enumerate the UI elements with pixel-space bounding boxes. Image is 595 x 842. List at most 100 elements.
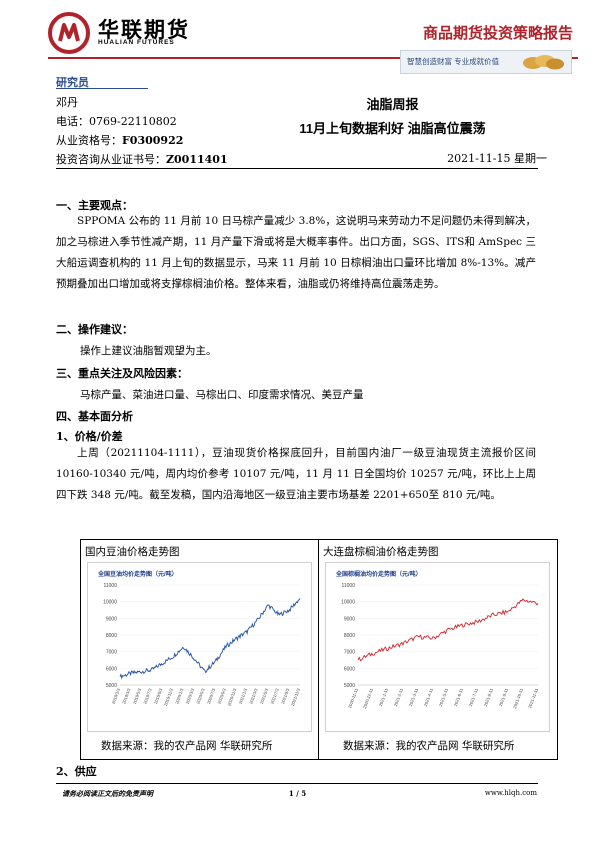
chart-table: 国内豆油价格走势图 大连盘棕榈油价格走势图 全国豆油均价走势图（元/吨） 500… [80,539,558,760]
y-tick-label: 10000 [103,600,117,606]
section-4-1-heading: 1、价格/价差 [56,430,123,443]
report-date: 2021-11-15 星期一 [447,152,547,165]
report-type-title: 商品期货投资策略报告 [422,25,573,42]
slogan-banner: 智慧创造财富 专业成就价值 [400,50,572,74]
x-tick-label: 2021-11-11 [527,687,539,709]
x-tick-label: 2021/11/3 [290,687,301,707]
y-tick-label: 7000 [344,650,355,656]
slogan-text: 智慧创造财富 专业成就价值 [407,57,500,66]
para-line: 和 AmSpec 三大船运调查机构的 11 月上旬的数据显示，马来 11 月前 … [56,236,536,269]
section-4-heading: 四、基本面分析 [56,410,133,423]
y-tick-label: 6000 [344,666,355,672]
series-line [357,598,539,662]
y-tick-label: 9000 [344,616,355,622]
para-line: 至 810 元/吨。 [428,489,501,501]
series-line [119,598,301,680]
x-tick-label: 2021/5/3 [259,687,270,705]
x-tick-label: 2021/1/3 [238,687,249,705]
para-line: 高位震荡走势。 [371,278,445,290]
y-tick-label: 8000 [106,633,117,639]
x-tick-label: 2019/7/3 [142,687,153,705]
x-tick-label: 2020/11/3 [226,687,237,707]
y-tick-label: 10000 [341,600,355,606]
section-4-2-heading: 2、供应 [56,765,97,778]
x-tick-label: 2021/9/3 [280,687,291,705]
left-chart-caption: 国内豆油价格走势图 [85,546,180,558]
x-tick-label: 2021-1-11 [378,687,389,707]
analyst-phone: 电话：0769-22110802 [56,115,177,128]
footer-divider [56,783,538,784]
x-tick-label: 2021-10-11 [512,687,524,709]
company-name-cn: 华联期货 [98,19,190,42]
qualification-label: 从业资格号： [56,134,122,147]
y-tick-label: 5000 [106,683,117,689]
y-tick-label: 11000 [103,583,117,589]
header-separator [56,168,538,169]
page-number: 1 / 5 [288,789,307,798]
coins-icon [523,55,564,70]
x-tick-label: 2020/9/3 [217,687,228,705]
analyst-consult: 投资咨询从业证书号：Z0011401 [56,151,228,167]
para-line: 价区间 10160-10340 元/吨，周内均价参考 10107 元/吨，11 … [56,447,536,480]
x-tick-label: 2021/3/3 [248,687,259,705]
y-tick-label: 5000 [344,683,355,689]
left-chart-source: 数据来源：我的农产品网 华联研究所 [101,740,273,752]
x-tick-label: 2021-3-11 [408,687,419,707]
right-chart-caption: 大连盘棕榈油价格走势图 [323,546,439,558]
para-line: 环比上上周四下跌 348 元/吨。截至发稿，国内沿海地区一级豆油主要市场基差 2… [56,468,536,501]
analyst-underline [56,88,148,89]
qualification-number: F0300922 [122,134,184,147]
section-2-heading: 二、操作建议： [56,323,133,336]
y-tick-label: 8000 [344,633,355,639]
table-divider [318,540,319,759]
x-tick-label: 2019/11/3 [163,687,174,707]
y-tick-label: 7000 [106,650,117,656]
x-tick-label: 2020-12-11 [362,687,374,709]
x-tick-label: 2021-6-11 [453,687,464,707]
x-tick-label: 2021/7/3 [269,687,280,705]
x-tick-label: 2020/7/3 [206,687,217,705]
x-tick-label: 2020/5/3 [195,687,206,705]
consult-label: 投资咨询从业证书号： [56,153,166,166]
x-tick-label: 2020/3/3 [185,687,196,705]
para-line: 比增加 8%-13%。减产预期叠加出口增加或将支撑棕榈油价格。整体来看，油脂或仍… [56,257,537,290]
company-logo [48,12,90,54]
soybean-oil-chart: 全国豆油均价走势图（元/吨） 5000 6000 7000 8000 9000 10000… [87,562,312,732]
section-1-heading: 一、主要观点： [56,199,133,212]
y-tick-label: 6000 [106,666,117,672]
para-line: 解决，加之马棕进入季节性减产期，11 月产量下滑或将是大概率事件。出口方面，SG… [56,215,537,248]
x-tick-label: 2019/3/3 [121,687,132,705]
para-line: SPPOMA 公布的 11 月前 10 日马棕产量减少 3.8%，这说明马来劳动… [77,215,505,227]
x-tick-label: 2021-5-11 [438,687,449,707]
footer-disclaimer: 请务必阅读正文后的免责声明 [62,789,153,798]
chart-title: 全国豆油均价走势图（元/吨） [98,572,178,578]
section-1-paragraph: SPPOMA 公布的 11 月前 10 日马棕产量减少 3.8%，这说明马来劳动… [56,211,536,295]
chart-title: 全国棕榈油均价走势图（元/吨） [336,572,422,578]
x-tick-label: 2021-7-11 [468,687,479,707]
header-divider [48,57,578,59]
report-title: 油脂周报 [366,97,419,112]
y-tick-label: 11000 [341,583,355,589]
analyst-heading: 研究员 [56,77,89,89]
para-line: 上周（20211104-1111），豆油现货价格探底回升，目前国内油厂一级豆油现… [77,447,504,459]
section-4-1-paragraph: 上周（20211104-1111），豆油现货价格探底回升，目前国内油厂一级豆油现… [56,443,536,506]
x-tick-label: 2019/1/3 [111,687,122,705]
x-tick-label: 2019/9/3 [153,687,164,705]
x-tick-label: 2019/5/3 [132,687,143,705]
x-tick-label: 2021-9-11 [498,687,509,707]
x-tick-label: 2021-4-11 [423,687,434,707]
x-tick-label: 2020/1/3 [174,687,185,705]
analyst-qualification: 从业资格号：F0300922 [56,132,183,148]
x-tick-label: 2021-2-11 [393,687,404,707]
analyst-name: 邓丹 [56,96,78,109]
x-tick-label: 2021-8-11 [483,687,494,707]
section-3-heading: 三、重点关注及风险因素： [56,367,188,380]
x-tick-label: 2020-11-11 [347,687,359,709]
consult-number: Z0011401 [166,153,228,166]
palm-oil-plot: 5000 6000 7000 8000 9000 10000 11000 2020-11-11… [341,583,539,709]
palm-oil-chart: 全国棕榈油均价走势图（元/吨） 5000 6000 7000 8000 9000 1000… [325,562,550,732]
right-chart-source: 数据来源：我的农产品网 华联研究所 [343,740,515,752]
footer-url: www.hlqh.com [484,789,537,797]
section-3-text: 马棕产量、菜油进口量、马棕出口、印度需求情况、美豆产量 [80,389,364,401]
